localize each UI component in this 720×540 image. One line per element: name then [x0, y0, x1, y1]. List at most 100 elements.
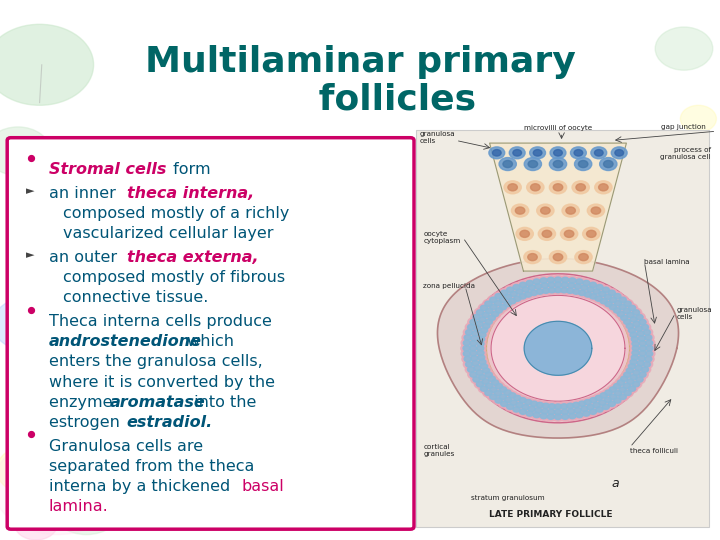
- Circle shape: [596, 285, 603, 290]
- Text: which: which: [182, 334, 234, 349]
- Circle shape: [549, 251, 567, 264]
- Circle shape: [480, 363, 487, 369]
- Circle shape: [633, 321, 640, 327]
- Circle shape: [495, 301, 502, 306]
- Circle shape: [637, 330, 644, 336]
- Circle shape: [617, 393, 629, 401]
- Circle shape: [524, 251, 541, 264]
- Circle shape: [531, 401, 538, 407]
- Circle shape: [516, 207, 525, 214]
- Circle shape: [528, 288, 540, 297]
- Circle shape: [611, 306, 623, 315]
- Circle shape: [541, 409, 549, 414]
- Circle shape: [510, 405, 522, 414]
- Circle shape: [588, 281, 599, 289]
- Circle shape: [578, 290, 585, 295]
- Circle shape: [478, 326, 490, 335]
- Circle shape: [477, 341, 484, 347]
- Circle shape: [531, 278, 542, 286]
- Circle shape: [639, 355, 646, 361]
- Circle shape: [643, 362, 650, 367]
- Circle shape: [630, 332, 637, 338]
- Circle shape: [594, 283, 606, 292]
- Circle shape: [617, 380, 624, 385]
- Circle shape: [508, 289, 519, 298]
- Circle shape: [593, 289, 600, 294]
- Circle shape: [615, 150, 624, 156]
- Text: a: a: [612, 477, 619, 490]
- Circle shape: [631, 368, 642, 377]
- Text: enzyme: enzyme: [49, 395, 117, 410]
- Circle shape: [504, 181, 521, 194]
- Circle shape: [475, 335, 487, 343]
- Circle shape: [611, 292, 623, 300]
- Circle shape: [599, 291, 606, 296]
- Circle shape: [469, 346, 477, 351]
- Circle shape: [470, 355, 477, 361]
- Circle shape: [488, 376, 495, 381]
- Circle shape: [626, 326, 638, 335]
- Circle shape: [509, 147, 525, 159]
- Circle shape: [572, 181, 590, 194]
- Circle shape: [642, 325, 649, 330]
- Circle shape: [546, 408, 557, 416]
- Circle shape: [600, 299, 607, 304]
- Circle shape: [534, 287, 546, 296]
- Circle shape: [584, 400, 591, 405]
- Polygon shape: [524, 321, 592, 375]
- Circle shape: [574, 278, 585, 286]
- Circle shape: [513, 287, 525, 296]
- Circle shape: [635, 359, 647, 368]
- Circle shape: [578, 404, 590, 413]
- Circle shape: [467, 349, 479, 357]
- Circle shape: [552, 408, 564, 416]
- Circle shape: [477, 315, 488, 323]
- Circle shape: [591, 207, 600, 214]
- Circle shape: [516, 289, 523, 294]
- Circle shape: [513, 285, 520, 290]
- Circle shape: [500, 305, 507, 310]
- Circle shape: [0, 127, 50, 176]
- Circle shape: [560, 404, 567, 409]
- Circle shape: [505, 397, 512, 402]
- Circle shape: [559, 413, 571, 421]
- Circle shape: [578, 284, 590, 292]
- Circle shape: [600, 393, 607, 398]
- Circle shape: [633, 325, 644, 333]
- Circle shape: [611, 147, 627, 159]
- Circle shape: [463, 340, 470, 346]
- Circle shape: [569, 413, 576, 418]
- Circle shape: [614, 390, 621, 396]
- Circle shape: [533, 412, 540, 417]
- Circle shape: [547, 414, 554, 420]
- Circle shape: [508, 399, 519, 407]
- Circle shape: [594, 405, 606, 414]
- Circle shape: [538, 411, 549, 420]
- Circle shape: [628, 373, 639, 382]
- Circle shape: [636, 370, 648, 379]
- Circle shape: [461, 339, 472, 347]
- Circle shape: [599, 400, 606, 406]
- Circle shape: [642, 355, 654, 363]
- Text: interna by a thickened: interna by a thickened: [49, 479, 235, 494]
- Circle shape: [655, 27, 713, 70]
- Circle shape: [478, 362, 490, 370]
- Circle shape: [470, 336, 477, 341]
- Circle shape: [639, 350, 647, 356]
- Circle shape: [465, 365, 477, 374]
- Circle shape: [490, 378, 501, 387]
- Circle shape: [644, 339, 655, 347]
- Circle shape: [591, 287, 603, 296]
- Text: into the: into the: [189, 395, 257, 410]
- Circle shape: [636, 377, 643, 382]
- Circle shape: [462, 333, 474, 342]
- Circle shape: [617, 302, 629, 311]
- Circle shape: [477, 330, 488, 339]
- Circle shape: [624, 372, 631, 377]
- Circle shape: [572, 282, 584, 291]
- Circle shape: [639, 319, 646, 325]
- Circle shape: [582, 280, 590, 286]
- Circle shape: [469, 359, 481, 368]
- Text: lamina.: lamina.: [49, 500, 109, 515]
- Circle shape: [513, 407, 520, 412]
